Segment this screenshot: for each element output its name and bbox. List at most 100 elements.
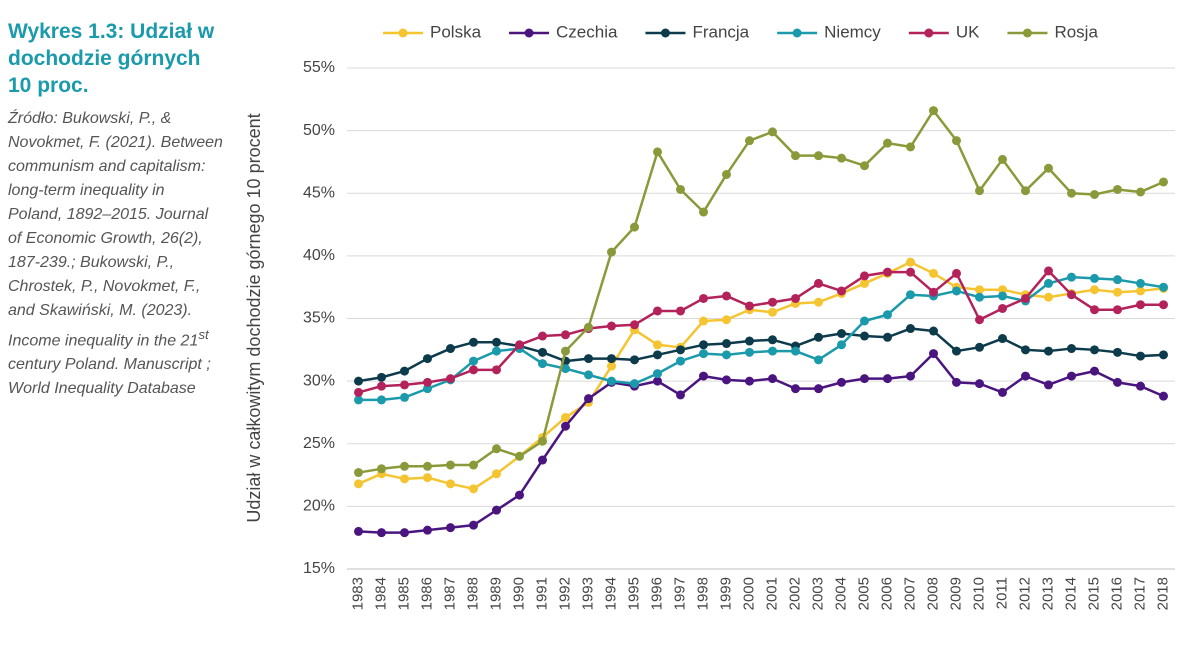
data-point: [446, 523, 455, 533]
data-point: [883, 267, 892, 277]
data-point: [1159, 282, 1168, 292]
x-tick-label: 2011: [993, 577, 1010, 609]
data-point: [1159, 177, 1168, 187]
data-point: [377, 464, 386, 474]
data-point: [1044, 292, 1053, 302]
x-tick-label: 2005: [855, 577, 872, 610]
y-tick-label: 30%: [303, 372, 335, 389]
data-point: [883, 374, 892, 384]
sidebar: Wykres 1.3: Udział w dochodzie górnych 1…: [8, 18, 223, 401]
data-point: [860, 161, 869, 171]
data-point: [1021, 186, 1030, 196]
data-point: [1090, 366, 1099, 376]
x-tick-label: 2003: [809, 577, 826, 610]
x-tick-label: 1995: [625, 577, 642, 610]
data-point: [423, 377, 432, 387]
data-point: [1159, 300, 1168, 310]
data-point: [469, 365, 478, 375]
data-point: [952, 377, 961, 387]
data-point: [768, 307, 777, 317]
data-point: [400, 474, 409, 484]
data-point: [676, 306, 685, 316]
data-point: [1090, 285, 1099, 295]
data-point: [584, 394, 593, 404]
data-point: [423, 473, 432, 483]
data-point: [722, 350, 731, 360]
data-point: [538, 455, 547, 465]
data-point: [377, 381, 386, 391]
data-point: [952, 136, 961, 146]
data-point: [607, 247, 616, 257]
data-point: [883, 138, 892, 148]
x-tick-label: 1997: [671, 577, 688, 610]
data-point: [722, 375, 731, 385]
data-point: [745, 336, 754, 346]
data-point: [699, 316, 708, 326]
data-point: [400, 528, 409, 538]
data-point: [860, 374, 869, 384]
x-tick-label: 1988: [464, 577, 481, 610]
x-tick-label: 1990: [510, 577, 527, 610]
legend-marker: [792, 28, 802, 38]
data-point: [998, 154, 1007, 164]
data-point: [883, 332, 892, 342]
legend-marker: [924, 28, 934, 38]
data-point: [469, 337, 478, 347]
series-line: [358, 260, 1164, 491]
data-point: [354, 376, 363, 386]
series-line: [358, 109, 1164, 474]
data-point: [975, 315, 984, 325]
data-point: [400, 461, 409, 471]
data-point: [929, 326, 938, 336]
data-point: [1113, 305, 1122, 315]
legend-label: Niemcy: [824, 22, 881, 41]
data-point: [653, 369, 662, 379]
data-point: [1113, 184, 1122, 194]
y-tick-label: 40%: [303, 247, 335, 264]
data-point: [400, 392, 409, 402]
data-point: [1067, 290, 1076, 300]
data-point: [354, 526, 363, 536]
data-point: [607, 354, 616, 364]
data-point: [791, 384, 800, 394]
data-point: [814, 332, 823, 342]
y-tick-label: 35%: [303, 310, 335, 327]
data-point: [952, 286, 961, 296]
data-point: [975, 285, 984, 295]
data-point: [837, 153, 846, 163]
data-point: [814, 355, 823, 365]
source: Źródło: Bukowski, P., & Novokmet, F. (20…: [8, 107, 223, 401]
data-point: [1067, 272, 1076, 282]
x-tick-label: 2017: [1131, 577, 1148, 610]
x-tick-label: 2008: [924, 577, 941, 610]
data-point: [538, 331, 547, 341]
data-point: [1090, 190, 1099, 200]
data-point: [906, 324, 915, 334]
data-point: [814, 384, 823, 394]
data-point: [653, 306, 662, 316]
legend-label: Czechia: [556, 22, 618, 41]
data-point: [1136, 187, 1145, 197]
data-point: [1159, 350, 1168, 360]
data-point: [584, 354, 593, 364]
x-tick-label: 2004: [832, 577, 849, 610]
data-point: [699, 293, 708, 303]
legend-marker: [660, 28, 670, 38]
x-tick-label: 1985: [395, 577, 412, 610]
data-point: [515, 490, 524, 500]
data-point: [400, 366, 409, 376]
x-tick-label: 2016: [1108, 577, 1125, 610]
y-axis-label: Udział w całkowitym dochodzie górnego 10…: [244, 113, 264, 522]
data-point: [860, 316, 869, 326]
x-tick-label: 1998: [694, 577, 711, 610]
data-point: [561, 346, 570, 356]
data-point: [1044, 346, 1053, 356]
legend-marker: [524, 28, 534, 38]
data-point: [400, 380, 409, 390]
data-point: [814, 278, 823, 288]
data-point: [469, 356, 478, 366]
data-point: [952, 268, 961, 278]
x-tick-label: 2014: [1062, 577, 1079, 610]
